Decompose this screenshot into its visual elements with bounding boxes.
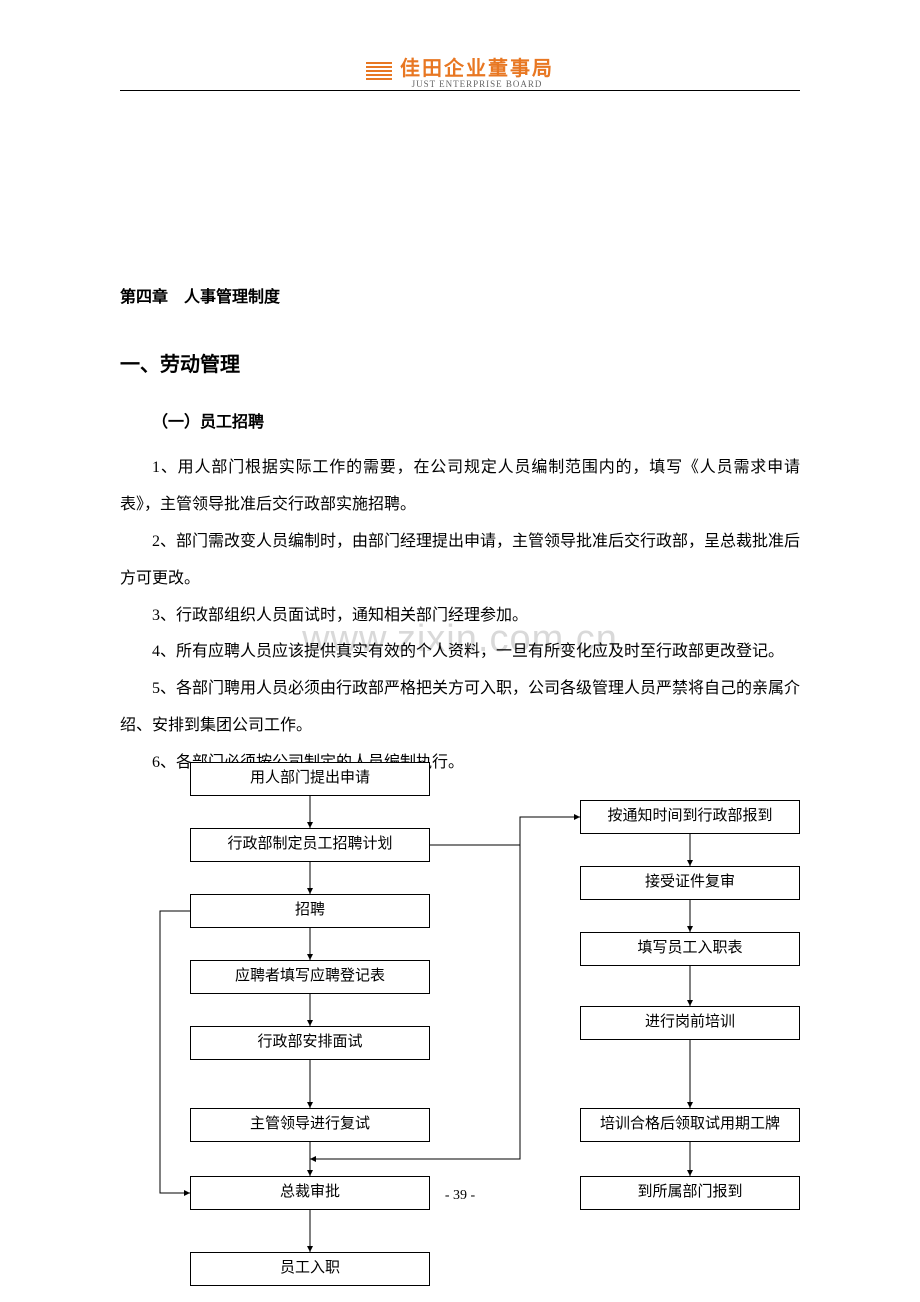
flowchart-node: 按通知时间到行政部报到 <box>580 800 800 834</box>
para-4: 4、所有应聘人员应该提供真实有效的个人资料，一旦有所变化应及时至行政部更改登记。 <box>120 634 800 671</box>
para-3: 3、行政部组织人员面试时，通知相关部门经理参加。 <box>120 598 800 635</box>
para-5: 5、各部门聘用人员必须由行政部严格把关方可入职，公司各级管理人员严禁将自己的亲属… <box>120 671 800 745</box>
subsection-title: （一）员工招聘 <box>120 405 800 440</box>
para-2: 2、部门需改变人员编制时，由部门经理提出申请，主管领导批准后交行政部，呈总裁批准… <box>120 524 800 598</box>
flowchart-node: 填写员工入职表 <box>580 932 800 966</box>
flowchart-node: 招聘 <box>190 894 430 928</box>
logo-icon <box>366 58 392 84</box>
flowchart-node: 应聘者填写应聘登记表 <box>190 960 430 994</box>
document-body: 第四章 人事管理制度 一、劳动管理 （一）员工招聘 1、用人部门根据实际工作的需… <box>120 280 800 782</box>
header-rule <box>120 90 800 91</box>
flowchart-node: 行政部安排面试 <box>190 1026 430 1060</box>
flowchart-node: 行政部制定员工招聘计划 <box>190 828 430 862</box>
section-title: 一、劳动管理 <box>120 343 800 387</box>
para-1: 1、用人部门根据实际工作的需要，在公司规定人员编制范围内的，填写《人员需求申请表… <box>120 450 800 524</box>
logo-text-en: JUST ENTERPRISE BOARD <box>400 79 554 89</box>
flowchart-node: 员工入职 <box>190 1252 430 1286</box>
page-header: 佳田企业董事局 JUST ENTERPRISE BOARD <box>0 52 920 89</box>
flowchart-node: 用人部门提出申请 <box>190 762 430 796</box>
flowchart-node: 主管领导进行复试 <box>190 1108 430 1142</box>
flowchart-node: 进行岗前培训 <box>580 1006 800 1040</box>
flowchart-node: 培训合格后领取试用期工牌 <box>580 1108 800 1142</box>
logo-text-cn: 佳田企业董事局 <box>400 52 554 81</box>
logo: 佳田企业董事局 JUST ENTERPRISE BOARD <box>366 52 554 89</box>
chapter-title: 第四章 人事管理制度 <box>120 280 800 315</box>
flowchart: 用人部门提出申请行政部制定员工招聘计划招聘应聘者填写应聘登记表行政部安排面试主管… <box>120 762 800 1302</box>
page-number: - 39 - <box>0 1188 920 1204</box>
flowchart-node: 接受证件复审 <box>580 866 800 900</box>
